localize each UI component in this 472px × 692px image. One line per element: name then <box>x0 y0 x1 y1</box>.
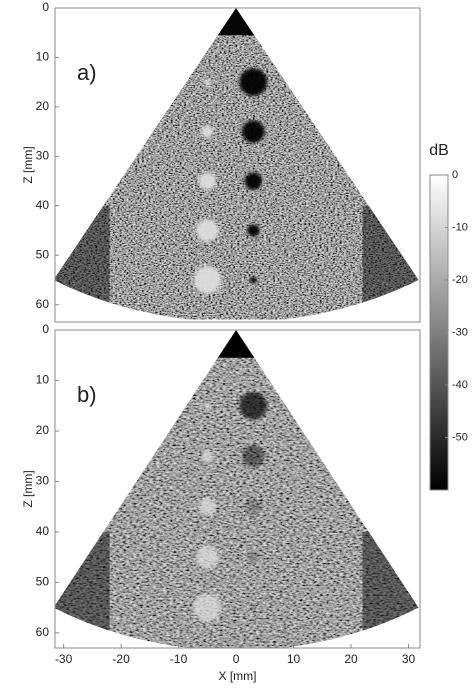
ultrasound-image <box>55 8 419 320</box>
x-tick-label: 10 <box>287 652 301 666</box>
plot-frame <box>54 329 421 649</box>
near-field <box>217 8 255 36</box>
edge-shadow-right <box>362 531 419 648</box>
x-tick-label: -30 <box>55 652 73 666</box>
y-tick-label: 20 <box>36 99 50 113</box>
y-tick-label: 20 <box>36 423 50 437</box>
dark-inclusion <box>247 551 260 564</box>
x-tick-label: 30 <box>402 652 416 666</box>
y-tick-label: 0 <box>42 0 49 14</box>
dark-inclusion <box>249 604 257 612</box>
dark-inclusion <box>239 68 268 96</box>
y-tick-label: 60 <box>36 297 50 311</box>
bright-inclusion <box>203 402 211 410</box>
dark-inclusion <box>239 391 268 420</box>
bright-inclusion <box>198 498 216 516</box>
colorbar-tick-label: -30 <box>452 326 468 338</box>
y-axis-label: Z [mm] <box>21 146 35 183</box>
dark-inclusion <box>247 224 260 237</box>
y-tick-label: 40 <box>36 198 50 212</box>
colorbar-tick-label: -20 <box>452 274 468 286</box>
bright-inclusion <box>198 172 216 190</box>
y-tick-label: 30 <box>36 149 50 163</box>
colorbar-tick-label: 0 <box>452 169 458 181</box>
bright-inclusion <box>196 545 219 569</box>
dark-inclusion <box>249 276 257 284</box>
x-tick-label: -20 <box>112 652 130 666</box>
x-tick-label: 20 <box>344 652 358 666</box>
bright-inclusion <box>201 450 214 463</box>
colorbar-tick-label: -10 <box>452 221 468 233</box>
edge-shadow-left <box>55 531 110 648</box>
x-tick-label: 0 <box>233 652 240 666</box>
y-tick-label: 10 <box>36 373 50 387</box>
dark-inclusion <box>244 498 262 516</box>
y-axis-label: Z [mm] <box>21 470 35 507</box>
edge-shadow-right <box>362 205 419 320</box>
dark-inclusion <box>244 172 262 190</box>
ultrasound-image <box>55 330 419 648</box>
colorbar-tick-label: -40 <box>452 379 468 391</box>
colorbar-title: dB <box>429 142 449 159</box>
bright-inclusion <box>193 266 222 294</box>
bright-inclusion <box>201 125 214 138</box>
bright-inclusion <box>203 78 211 86</box>
dark-inclusion <box>242 120 265 143</box>
dark-inclusion <box>242 444 265 468</box>
bright-inclusion <box>193 593 222 622</box>
plot-frame <box>54 7 421 323</box>
y-tick-label: 10 <box>36 50 50 64</box>
x-axis-label: X [mm] <box>219 669 257 683</box>
x-tick-label: -10 <box>170 652 188 666</box>
bright-inclusion <box>196 219 219 242</box>
y-tick-label: 60 <box>36 625 50 639</box>
y-tick-label: 50 <box>36 247 50 261</box>
panel-label: a) <box>77 60 97 85</box>
edge-shadow-left <box>55 205 110 320</box>
panel-label: b) <box>77 382 97 407</box>
y-tick-label: 30 <box>36 474 50 488</box>
colorbar-tick-label: -50 <box>452 431 468 443</box>
y-tick-label: 0 <box>42 322 49 336</box>
near-field <box>217 330 255 358</box>
y-tick-label: 40 <box>36 524 50 538</box>
y-tick-label: 50 <box>36 575 50 589</box>
